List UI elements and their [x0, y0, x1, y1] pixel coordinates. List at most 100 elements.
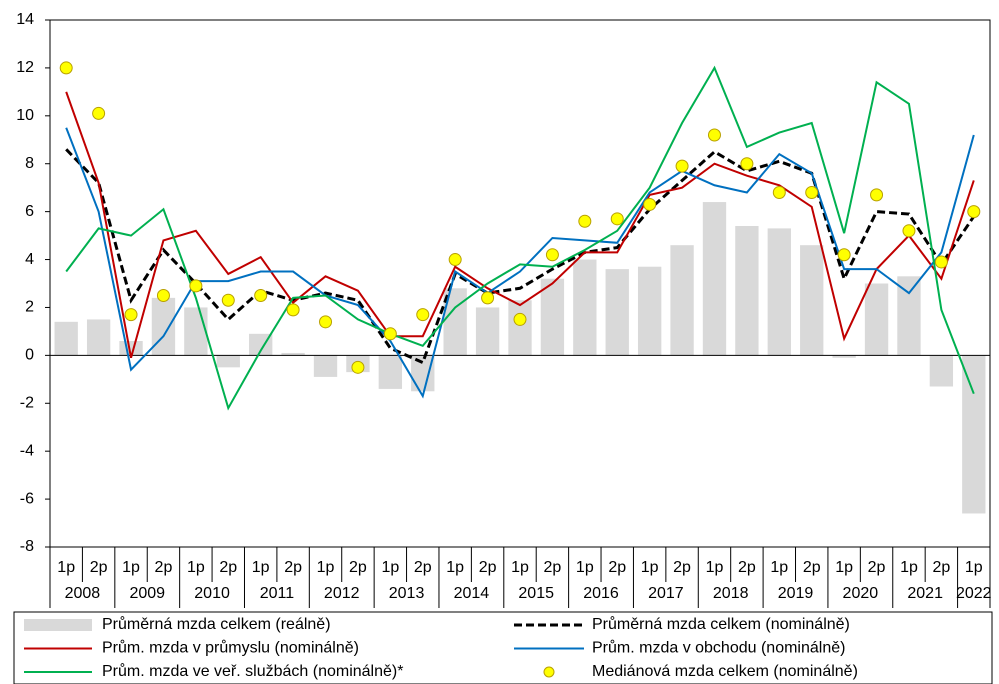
bar — [800, 245, 824, 356]
y-tick-label: 0 — [25, 347, 34, 364]
legend-frame — [13, 611, 993, 684]
x-tick-label: 1p — [641, 559, 659, 576]
marker — [772, 185, 786, 199]
bar — [86, 319, 111, 356]
x-tick-label: 2p — [544, 559, 562, 576]
x-tick-label: 2p — [284, 559, 302, 576]
bar — [670, 245, 694, 356]
bar — [540, 278, 565, 356]
x-tick-label: 1p — [317, 559, 335, 576]
marker — [805, 185, 819, 199]
marker — [934, 255, 948, 269]
plot-frame — [49, 19, 991, 548]
year-label: 2017 — [648, 585, 684, 602]
marker — [707, 128, 721, 142]
bar — [767, 228, 791, 356]
marker — [416, 308, 430, 322]
year-label: 2020 — [843, 585, 879, 602]
marker — [578, 214, 592, 228]
bar — [151, 297, 176, 356]
bar — [508, 300, 532, 356]
marker — [643, 197, 657, 211]
marker — [351, 360, 365, 374]
x-tick-label: 1p — [446, 559, 464, 576]
year-label: 2016 — [583, 585, 619, 602]
legend-label: Prům. mzda v obchodu (nominálně) — [592, 639, 845, 657]
year-label: 2015 — [518, 585, 554, 602]
x-tick-label: 1p — [381, 559, 399, 576]
year-label: 2010 — [194, 585, 230, 602]
legend-label: Prům. mzda ve veř. službách (nominálně)* — [102, 662, 403, 680]
bar — [313, 355, 338, 377]
marker — [383, 327, 397, 341]
legend-label: Průměrná mzda celkem (nominálně) — [592, 615, 850, 633]
marker — [675, 159, 689, 173]
bar — [378, 355, 403, 389]
x-tick-label: 1p — [576, 559, 594, 576]
year-label: 2011 — [260, 585, 295, 602]
line-series — [65, 91, 975, 359]
x-tick-label: 1p — [122, 559, 140, 576]
bar — [735, 226, 759, 356]
bar — [832, 355, 856, 358]
x-tick-label: 2p — [90, 559, 108, 576]
marker — [610, 212, 624, 226]
bar — [637, 266, 662, 356]
x-tick-label: 2p — [349, 559, 367, 576]
y-tick-label: -6 — [20, 490, 34, 507]
legend-label: Prům. mzda v průmyslu (nominálně) — [102, 639, 359, 657]
line-series — [65, 127, 975, 399]
y-tick-label: -8 — [20, 538, 34, 555]
y-tick-label: 8 — [25, 155, 34, 172]
x-tick-label: 2p — [868, 559, 886, 576]
bar — [897, 276, 921, 356]
marker — [286, 303, 300, 317]
marker — [189, 279, 203, 293]
x-tick-label: 1p — [187, 559, 205, 576]
y-tick-label: 6 — [25, 203, 34, 220]
bar — [184, 307, 208, 356]
marker — [967, 205, 981, 219]
y-tick-label: -2 — [20, 394, 34, 411]
marker — [740, 157, 754, 171]
x-tick-label: 1p — [252, 559, 270, 576]
line-series — [65, 65, 975, 411]
legend-label: Mediánová mzda celkem (nominálně) — [592, 663, 858, 680]
bar — [216, 355, 240, 368]
legend-label: Průměrná mzda celkem (reálně) — [102, 615, 331, 633]
x-tick-label: 1p — [706, 559, 724, 576]
marker — [513, 312, 527, 326]
marker — [545, 248, 559, 262]
bar — [443, 288, 467, 356]
bar — [929, 355, 954, 387]
year-label: 2012 — [324, 585, 360, 602]
marker — [156, 288, 170, 302]
x-tick-label: 2p — [219, 559, 237, 576]
marker — [448, 253, 462, 267]
marker — [254, 288, 268, 302]
marker — [221, 293, 235, 307]
x-tick-label: 2p — [673, 559, 691, 576]
bar — [702, 202, 727, 356]
marker — [319, 315, 333, 329]
x-tick-label: 1p — [511, 559, 529, 576]
bar — [962, 355, 986, 514]
y-tick-label: 10 — [16, 107, 34, 124]
x-tick-label: 1p — [900, 559, 918, 576]
bar — [281, 352, 305, 356]
y-tick-label: -4 — [20, 442, 34, 459]
x-tick-label: 2p — [608, 559, 626, 576]
year-label: 2013 — [389, 585, 425, 602]
x-tick-label: 2p — [155, 559, 173, 576]
x-tick-label: 2p — [738, 559, 756, 576]
x-tick-label: 2p — [479, 559, 497, 576]
bar — [573, 259, 597, 356]
y-tick-label: 2 — [25, 299, 34, 316]
bar — [54, 321, 78, 356]
year-label: 2019 — [778, 585, 814, 602]
y-tick-label: 4 — [25, 251, 34, 268]
x-tick-label: 1p — [770, 559, 788, 576]
year-label: 2008 — [65, 585, 101, 602]
legend-swatch — [24, 619, 92, 631]
